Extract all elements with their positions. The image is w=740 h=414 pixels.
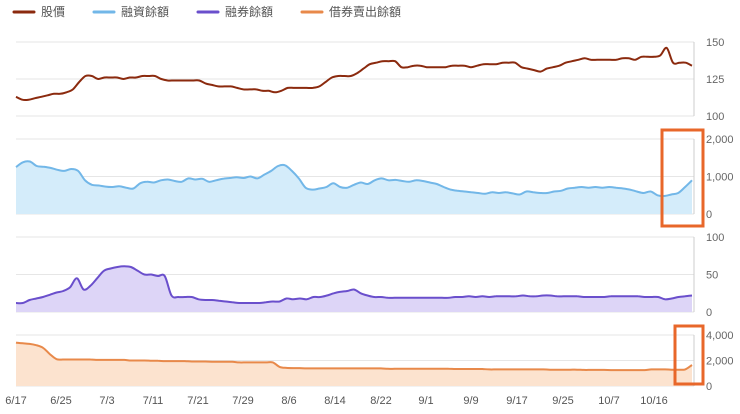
panel-1: 0 1,000 2,000 xyxy=(15,134,734,221)
legend-label-2[interactable]: 融券餘額 xyxy=(225,4,273,19)
series-line-2 xyxy=(15,265,693,305)
y-tick-label: 2,000 xyxy=(706,356,734,368)
y-tick-label: 1,000 xyxy=(706,172,734,184)
x-tick-label: 8/6 xyxy=(281,395,296,407)
legend: 股價 融資餘額 融券餘額 借券賣出餘額 xyxy=(12,4,401,19)
x-tick-label: 10/16 xyxy=(640,395,668,407)
y-tick-label: 0 xyxy=(706,381,712,393)
x-tick-label: 7/11 xyxy=(143,395,164,407)
series-line-3 xyxy=(15,341,693,372)
x-tick-label: 8/22 xyxy=(370,395,391,407)
series-area-1 xyxy=(16,161,692,214)
highlight-box-lending xyxy=(673,324,705,386)
x-tick-label: 7/21 xyxy=(187,395,208,407)
x-tick-label: 7/29 xyxy=(232,395,253,407)
x-tick-label: 9/9 xyxy=(463,395,478,407)
y-tick-label: 0 xyxy=(706,209,712,221)
x-tick-label: 7/3 xyxy=(99,395,114,407)
legend-label-0[interactable]: 股價 xyxy=(41,5,65,19)
highlight-box-margin xyxy=(660,128,705,228)
series-area-3 xyxy=(16,342,692,386)
legend-label-3[interactable]: 借券賣出餘額 xyxy=(329,4,401,19)
y-tick-label: 100 xyxy=(706,111,724,123)
x-tick-label: 8/14 xyxy=(324,395,345,407)
chart-panels: 100 125 150 0 1,000 2,000 0 50 100 0 2,000 4,000 xyxy=(15,37,734,393)
x-axis: 6/17 6/25 7/3 7/11 7/21 7/29 8/6 8/14 8/22 9/1 9/9… xyxy=(5,395,667,407)
legend-label-1[interactable]: 融資餘額 xyxy=(121,4,169,19)
panel-0: 100 125 150 xyxy=(15,37,724,123)
x-tick-label: 6/25 xyxy=(50,395,71,407)
y-tick-label: 4,000 xyxy=(706,330,734,342)
y-tick-label: 100 xyxy=(706,232,724,244)
panel-3: 0 2,000 4,000 xyxy=(15,330,734,393)
x-tick-label: 6/17 xyxy=(5,395,26,407)
y-tick-label: 125 xyxy=(706,74,724,86)
highlight-boxes xyxy=(660,128,705,386)
x-tick-label: 9/17 xyxy=(506,395,527,407)
series-line-1 xyxy=(15,160,693,198)
y-tick-label: 0 xyxy=(706,307,712,319)
y-tick-label: 150 xyxy=(706,37,724,49)
x-tick-label: 10/7 xyxy=(598,395,619,407)
series-line-0 xyxy=(15,46,693,101)
y-tick-label: 50 xyxy=(706,270,718,282)
panel-2: 0 50 100 xyxy=(15,232,724,319)
x-tick-label: 9/1 xyxy=(418,395,433,407)
y-tick-label: 2,000 xyxy=(706,134,734,146)
x-tick-label: 9/25 xyxy=(552,395,573,407)
series-area-2 xyxy=(16,266,692,312)
